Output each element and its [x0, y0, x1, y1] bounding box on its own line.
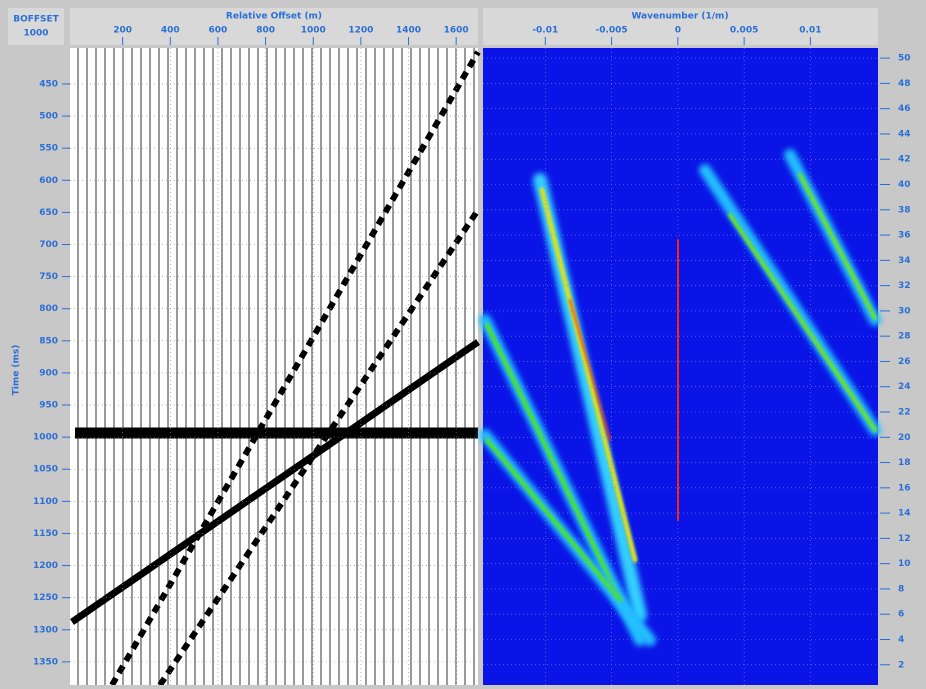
y-tick-label: 4 — [898, 635, 904, 645]
y-tick-label: 18 — [898, 458, 911, 468]
y-tick-label: 22 — [898, 408, 911, 418]
x-tick-label: 0.01 — [799, 26, 821, 36]
y-tick-label: 700 — [39, 240, 58, 250]
y-tick-label: 1150 — [33, 529, 58, 539]
y-tick-label: 450 — [39, 79, 58, 89]
x-tick-label: 200 — [113, 26, 132, 36]
y-tick-label: 950 — [39, 401, 58, 411]
y-tick-label: 26 — [898, 357, 911, 367]
y-tick-label: 600 — [39, 176, 58, 186]
wiggle-panel — [70, 48, 478, 685]
x-tick-label: 0 — [675, 26, 681, 36]
x-tick-label: 400 — [161, 26, 180, 36]
x-tick-label: -0.01 — [532, 26, 558, 36]
y-tick-label: 14 — [898, 509, 911, 519]
y-tick-label: 2 — [898, 660, 904, 670]
y-tick-label: 500 — [39, 112, 58, 122]
x-tick-label: 1200 — [348, 26, 373, 36]
y-tick-label: 1200 — [33, 561, 58, 571]
y-tick-label: 900 — [39, 368, 58, 378]
y-tick-label: 1000 — [33, 433, 58, 443]
header-key: BOFFSET — [13, 15, 59, 25]
y-tick-label: 40 — [898, 180, 911, 190]
y-tick-label: 1250 — [33, 593, 58, 603]
y-tick-label: 44 — [898, 129, 911, 139]
y-tick-label: 1350 — [33, 657, 58, 667]
x-tick-label: 0.005 — [730, 26, 758, 36]
y-tick-label: 38 — [898, 205, 911, 215]
x-tick-label: 1400 — [396, 26, 421, 36]
y-tick-label: 28 — [898, 332, 911, 342]
x-axis-label: Wavenumber (1/m) — [631, 12, 728, 22]
y-tick-label: 550 — [39, 144, 58, 154]
y-tick-label: 800 — [39, 304, 58, 314]
y-tick-label: 10 — [898, 559, 911, 569]
x-axis-label: Relative Offset (m) — [226, 12, 322, 22]
y-tick-label: 30 — [898, 306, 911, 316]
y-tick-label: 42 — [898, 155, 911, 165]
x-tick-label: -0.005 — [595, 26, 627, 36]
y-tick-label: 32 — [898, 281, 911, 291]
y-tick-label: 24 — [898, 382, 911, 392]
y-tick-label: 750 — [39, 272, 58, 282]
y-tick-label: 50 — [898, 54, 911, 64]
y-tick-label: 46 — [898, 104, 911, 114]
y-tick-label: 1100 — [33, 497, 58, 507]
y-tick-label: 8 — [898, 584, 904, 594]
y-tick-label: 1050 — [33, 465, 58, 475]
y-tick-label: 34 — [898, 256, 911, 266]
y-tick-label: 12 — [898, 534, 911, 544]
y-tick-label: 36 — [898, 231, 911, 241]
y-tick-label: 16 — [898, 483, 911, 493]
header-value: 1000 — [23, 29, 48, 39]
y-tick-label: 650 — [39, 208, 58, 218]
y-tick-label: 48 — [898, 79, 911, 89]
y-tick-label: 1300 — [33, 625, 58, 635]
y-tick-label: 20 — [898, 433, 911, 443]
x-tick-label: 800 — [256, 26, 275, 36]
x-tick-label: 600 — [209, 26, 228, 36]
y-tick-label: 6 — [898, 610, 904, 620]
y-axis-label: Time (ms) — [12, 345, 22, 396]
seismic-display: BOFFSET 1000 Relative Offset (m) Wavenum… — [0, 0, 926, 685]
y-tick-label: 850 — [39, 336, 58, 346]
x-tick-label: 1000 — [301, 26, 326, 36]
x-tick-label: 1600 — [444, 26, 469, 36]
